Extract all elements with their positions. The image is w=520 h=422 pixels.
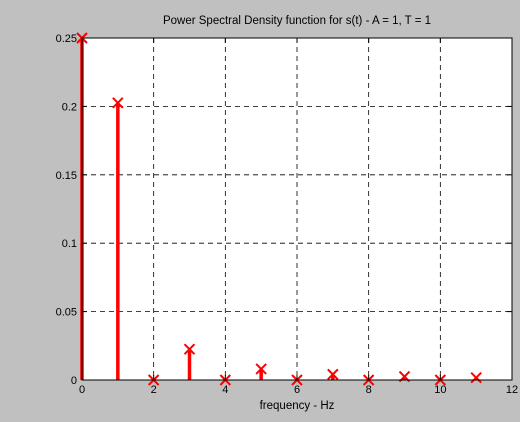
- marker-stroke: [112, 97, 124, 109]
- stem-marker: [112, 97, 124, 109]
- y-tick-label: 0.25: [56, 33, 77, 45]
- x-tick-label: 10: [434, 384, 446, 396]
- stem-marker: [327, 368, 339, 381]
- x-axis-label: frequency - Hz: [260, 400, 335, 412]
- stem-marker: [255, 363, 267, 375]
- marker-stroke: [327, 368, 339, 381]
- y-tick-label: 0: [71, 375, 77, 387]
- x-tick-label: 4: [222, 384, 228, 396]
- stem-marker: [470, 371, 482, 384]
- marker-stroke: [183, 343, 196, 355]
- y-tick-label: 0.05: [56, 307, 77, 319]
- marker-stroke: [255, 363, 267, 375]
- y-tick-label: 0.15: [56, 170, 77, 182]
- x-tick-label: 0: [79, 384, 85, 396]
- chart-title: Power Spectral Density function for s(t)…: [163, 15, 431, 27]
- x-tick-label: 12: [506, 384, 518, 396]
- y-tick-label: 0.2: [62, 101, 77, 113]
- stem-marker: [183, 343, 196, 355]
- x-tick-label: 8: [366, 384, 372, 396]
- marker-stroke: [470, 371, 482, 384]
- x-tick-label: 2: [151, 384, 157, 396]
- tick-layer: 0 2 4 6 8 10 12 0 0.05 0.1 0.15 0.2 0.25: [56, 33, 519, 396]
- y-tick-label: 0.1: [62, 238, 77, 250]
- x-tick-label: 6: [294, 384, 300, 396]
- grid-layer: [82, 38, 512, 380]
